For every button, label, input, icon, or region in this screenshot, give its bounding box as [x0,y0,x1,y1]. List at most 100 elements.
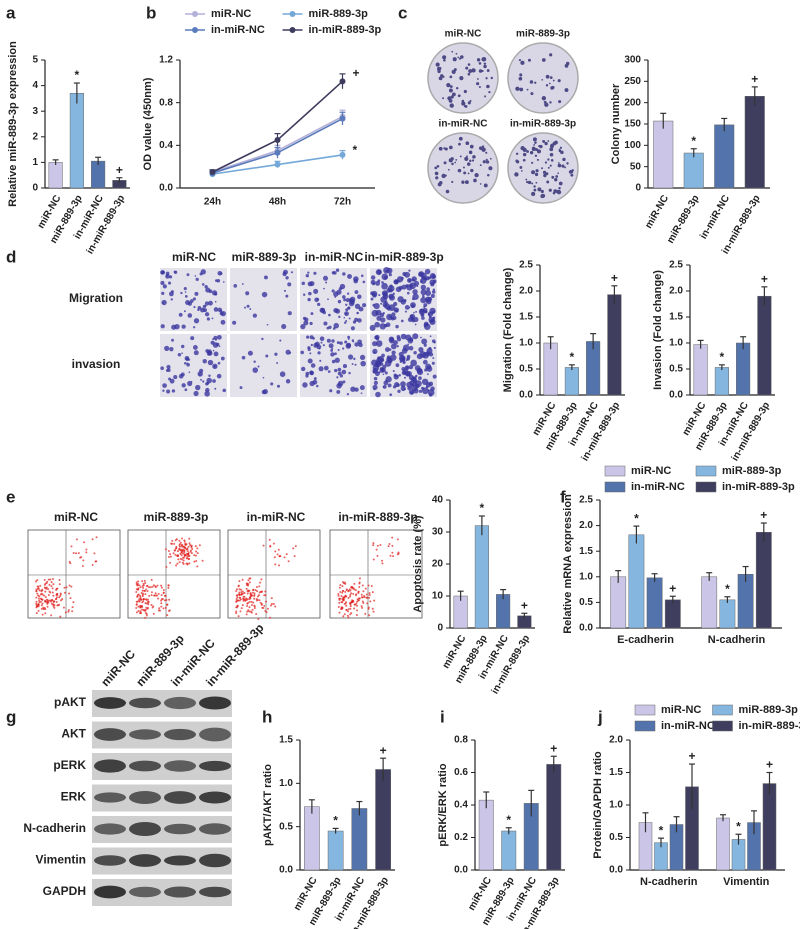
colony [533,188,537,192]
colony [468,150,473,155]
event [75,552,78,555]
cell [220,309,223,312]
event [64,611,67,614]
bar [762,783,777,871]
cell [245,291,250,296]
event [345,588,348,591]
cell [391,312,396,317]
event [41,602,44,605]
event [95,536,98,539]
colony [540,189,544,194]
event [150,604,153,607]
cell [347,354,354,360]
colony [465,141,470,146]
significance-mark: * [691,134,696,148]
event [71,610,74,613]
event [360,605,363,608]
cell [170,298,173,301]
y-tick-label: 0 [635,183,641,194]
legend-label: miR-889-3p [739,704,799,716]
blot-label: GAPDH [43,884,86,898]
event [252,601,255,604]
event [254,589,257,592]
cell [384,347,390,353]
colony [474,173,479,178]
cell [331,359,336,364]
event [139,610,142,613]
cell [386,267,393,274]
event [193,554,196,557]
y-tick-label: 1.0 [579,571,593,582]
y-tick-label: 2 [32,131,38,142]
bar [91,160,106,189]
cell [261,389,267,395]
event [136,588,139,591]
y-tick-label: 1.5 [579,546,593,557]
column-label: in-miR-NC [305,250,364,264]
cell [171,324,177,330]
cell [372,282,376,286]
cell [313,271,317,275]
event [164,606,167,609]
event [45,587,48,590]
cell [305,374,309,378]
event [342,615,345,618]
cell [384,303,391,310]
colony [449,145,453,150]
bar [351,808,368,871]
colony [484,95,487,98]
cell [180,344,185,349]
event [350,612,353,615]
cell [211,290,218,296]
event [137,593,140,596]
event [37,597,40,600]
cell [186,362,190,367]
point [209,169,216,175]
event [239,610,242,613]
colony [488,166,493,171]
significance-mark: * [506,813,511,827]
y-axis-label: Relative miR-889-3p expression [7,41,19,207]
event [180,551,183,554]
colony [536,149,541,154]
cell [316,298,320,301]
cell [309,380,315,387]
cell [390,343,397,350]
cell [426,365,433,372]
cell [370,275,376,280]
event [347,610,350,613]
cell [430,282,435,287]
event [44,612,47,615]
row-label: Migration [69,291,123,305]
event [287,560,290,563]
cell [173,375,178,380]
cell [331,339,335,343]
event [255,612,258,615]
event [175,564,178,567]
cell [346,292,350,295]
event [141,604,144,607]
colony [530,92,534,96]
event [146,590,149,593]
cell [420,297,427,304]
cell [217,361,221,365]
colony [541,167,544,170]
bar [757,295,772,396]
event [190,552,193,555]
event [350,600,353,603]
colony [527,58,531,62]
event [187,545,190,548]
event [186,562,189,565]
event [341,581,344,584]
cell [194,275,197,277]
event [37,603,40,606]
legend-swatch [604,465,626,477]
cell [307,281,313,287]
event [353,603,356,606]
legend-label: miR-889-3p [722,465,782,477]
event [360,593,363,596]
cell [261,291,268,298]
cell [270,382,274,386]
event [135,611,138,614]
event [142,592,145,595]
